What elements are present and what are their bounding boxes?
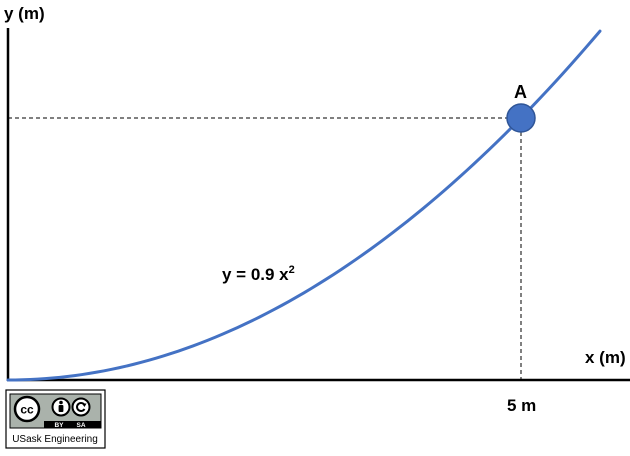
equation-exponent: 2	[289, 264, 295, 276]
x-axis-label: x (m)	[585, 348, 626, 367]
cc-icon: cc	[13, 395, 41, 423]
license-org-text: USask Engineering	[12, 434, 98, 445]
equation-label: y = 0.9 x2	[222, 264, 295, 284]
svg-text:cc: cc	[20, 403, 34, 417]
cc-license-badge: cc BY SA USask Engineering	[5, 389, 106, 449]
attribution-icon	[51, 397, 71, 417]
equation-text: y = 0.9 x	[222, 265, 289, 284]
parabola-curve	[6, 29, 602, 382]
point-a-label: A	[514, 82, 527, 102]
point-a-marker	[506, 103, 536, 133]
share-alike-icon	[71, 397, 91, 417]
license-sa-text: SA	[76, 422, 85, 429]
x-tick-label: 5 m	[507, 396, 536, 415]
license-by-text: BY	[54, 422, 64, 429]
y-axis-label: y (m)	[4, 4, 45, 23]
